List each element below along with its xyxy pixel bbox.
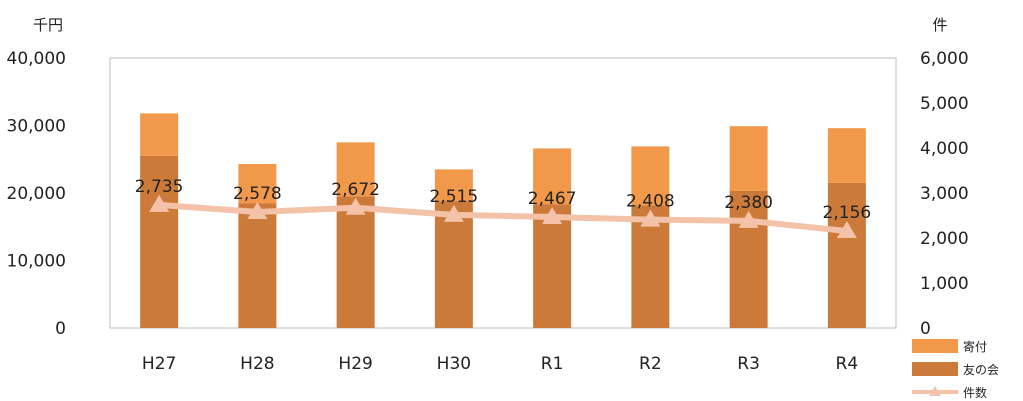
bar-donation-6	[729, 126, 768, 191]
count-marker-3	[443, 204, 464, 222]
right-tick-label-2: 2,000	[920, 229, 969, 249]
count-marker-0	[149, 194, 170, 212]
bar-members-7	[827, 182, 866, 328]
x-tick-label-4: R1	[541, 354, 564, 374]
x-tick-label-0: H27	[142, 354, 176, 374]
bar-donation-4	[533, 148, 572, 205]
left-tick-label-1: 10,000	[7, 252, 66, 272]
count-marker-5	[640, 209, 661, 227]
left-tick-label-0: 0	[55, 319, 66, 339]
count-marker-6	[738, 210, 759, 228]
x-tick-label-2: H29	[338, 354, 372, 374]
legend-marker-2	[929, 386, 941, 396]
count-marker-7	[836, 220, 857, 238]
left-tick-label-4: 40,000	[7, 49, 66, 69]
right-tick-label-3: 3,000	[920, 184, 969, 204]
bar-donation-3	[434, 169, 473, 202]
axis-layer: 0 10,000 20,000 30,000 40,000 0 1,000 2,000 3,00…	[7, 49, 969, 374]
x-tick-label-1: H28	[240, 354, 274, 374]
count-marker-2	[345, 197, 366, 215]
count-label-0: 2,735	[135, 177, 184, 197]
count-label-6: 2,380	[724, 193, 773, 213]
line-layer	[149, 194, 857, 238]
bar-donation-2	[336, 142, 375, 197]
count-label-5: 2,408	[626, 192, 675, 212]
x-tick-label-6: R3	[737, 354, 760, 374]
x-tick-label-3: H30	[437, 354, 471, 374]
right-tick-label-0: 0	[920, 319, 931, 339]
x-tick-label-5: R2	[639, 354, 662, 374]
legend-label-2: 件数	[963, 385, 987, 400]
legend-swatch-1	[912, 362, 958, 376]
count-marker-4	[542, 206, 563, 224]
bar-members-0	[140, 155, 179, 328]
count-label-2: 2,672	[331, 180, 380, 200]
bar-donation-1	[238, 163, 277, 204]
count-marker-1	[247, 201, 268, 219]
bar-members-1	[238, 203, 277, 328]
bar-members-4	[533, 204, 572, 328]
count-label-3: 2,515	[430, 187, 479, 207]
x-tick-label-7: R4	[836, 354, 859, 374]
bar-donation-0	[140, 113, 179, 156]
bar-layer	[140, 113, 866, 328]
right-tick-label-6: 6,000	[920, 49, 969, 69]
legend-swatch-0	[912, 339, 958, 353]
legend-label-0: 寄付	[963, 339, 987, 354]
legend-label-1: 友の会	[963, 363, 999, 377]
bar-donation-7	[827, 128, 866, 183]
bar-members-2	[336, 196, 375, 328]
count-line	[158, 201, 848, 234]
count-label-7: 2,156	[823, 203, 872, 223]
right-tick-label-5: 5,000	[920, 94, 969, 114]
bar-members-3	[434, 201, 473, 328]
bar-donation-5	[631, 146, 670, 206]
data-label-layer: 2,735 2,578 2,672 2,515 2,467 2,408 2,380 2,156	[135, 177, 871, 223]
left-axis-unit: 千円	[33, 16, 63, 34]
count-label-4: 2,467	[528, 189, 577, 209]
left-tick-label-2: 20,000	[7, 184, 66, 204]
count-label-1: 2,578	[233, 184, 282, 204]
right-tick-label-1: 1,000	[920, 274, 969, 294]
plot-frame	[109, 57, 897, 329]
right-tick-label-4: 4,000	[920, 139, 969, 159]
right-axis-unit: 件	[932, 16, 947, 34]
left-tick-label-3: 30,000	[7, 117, 66, 137]
